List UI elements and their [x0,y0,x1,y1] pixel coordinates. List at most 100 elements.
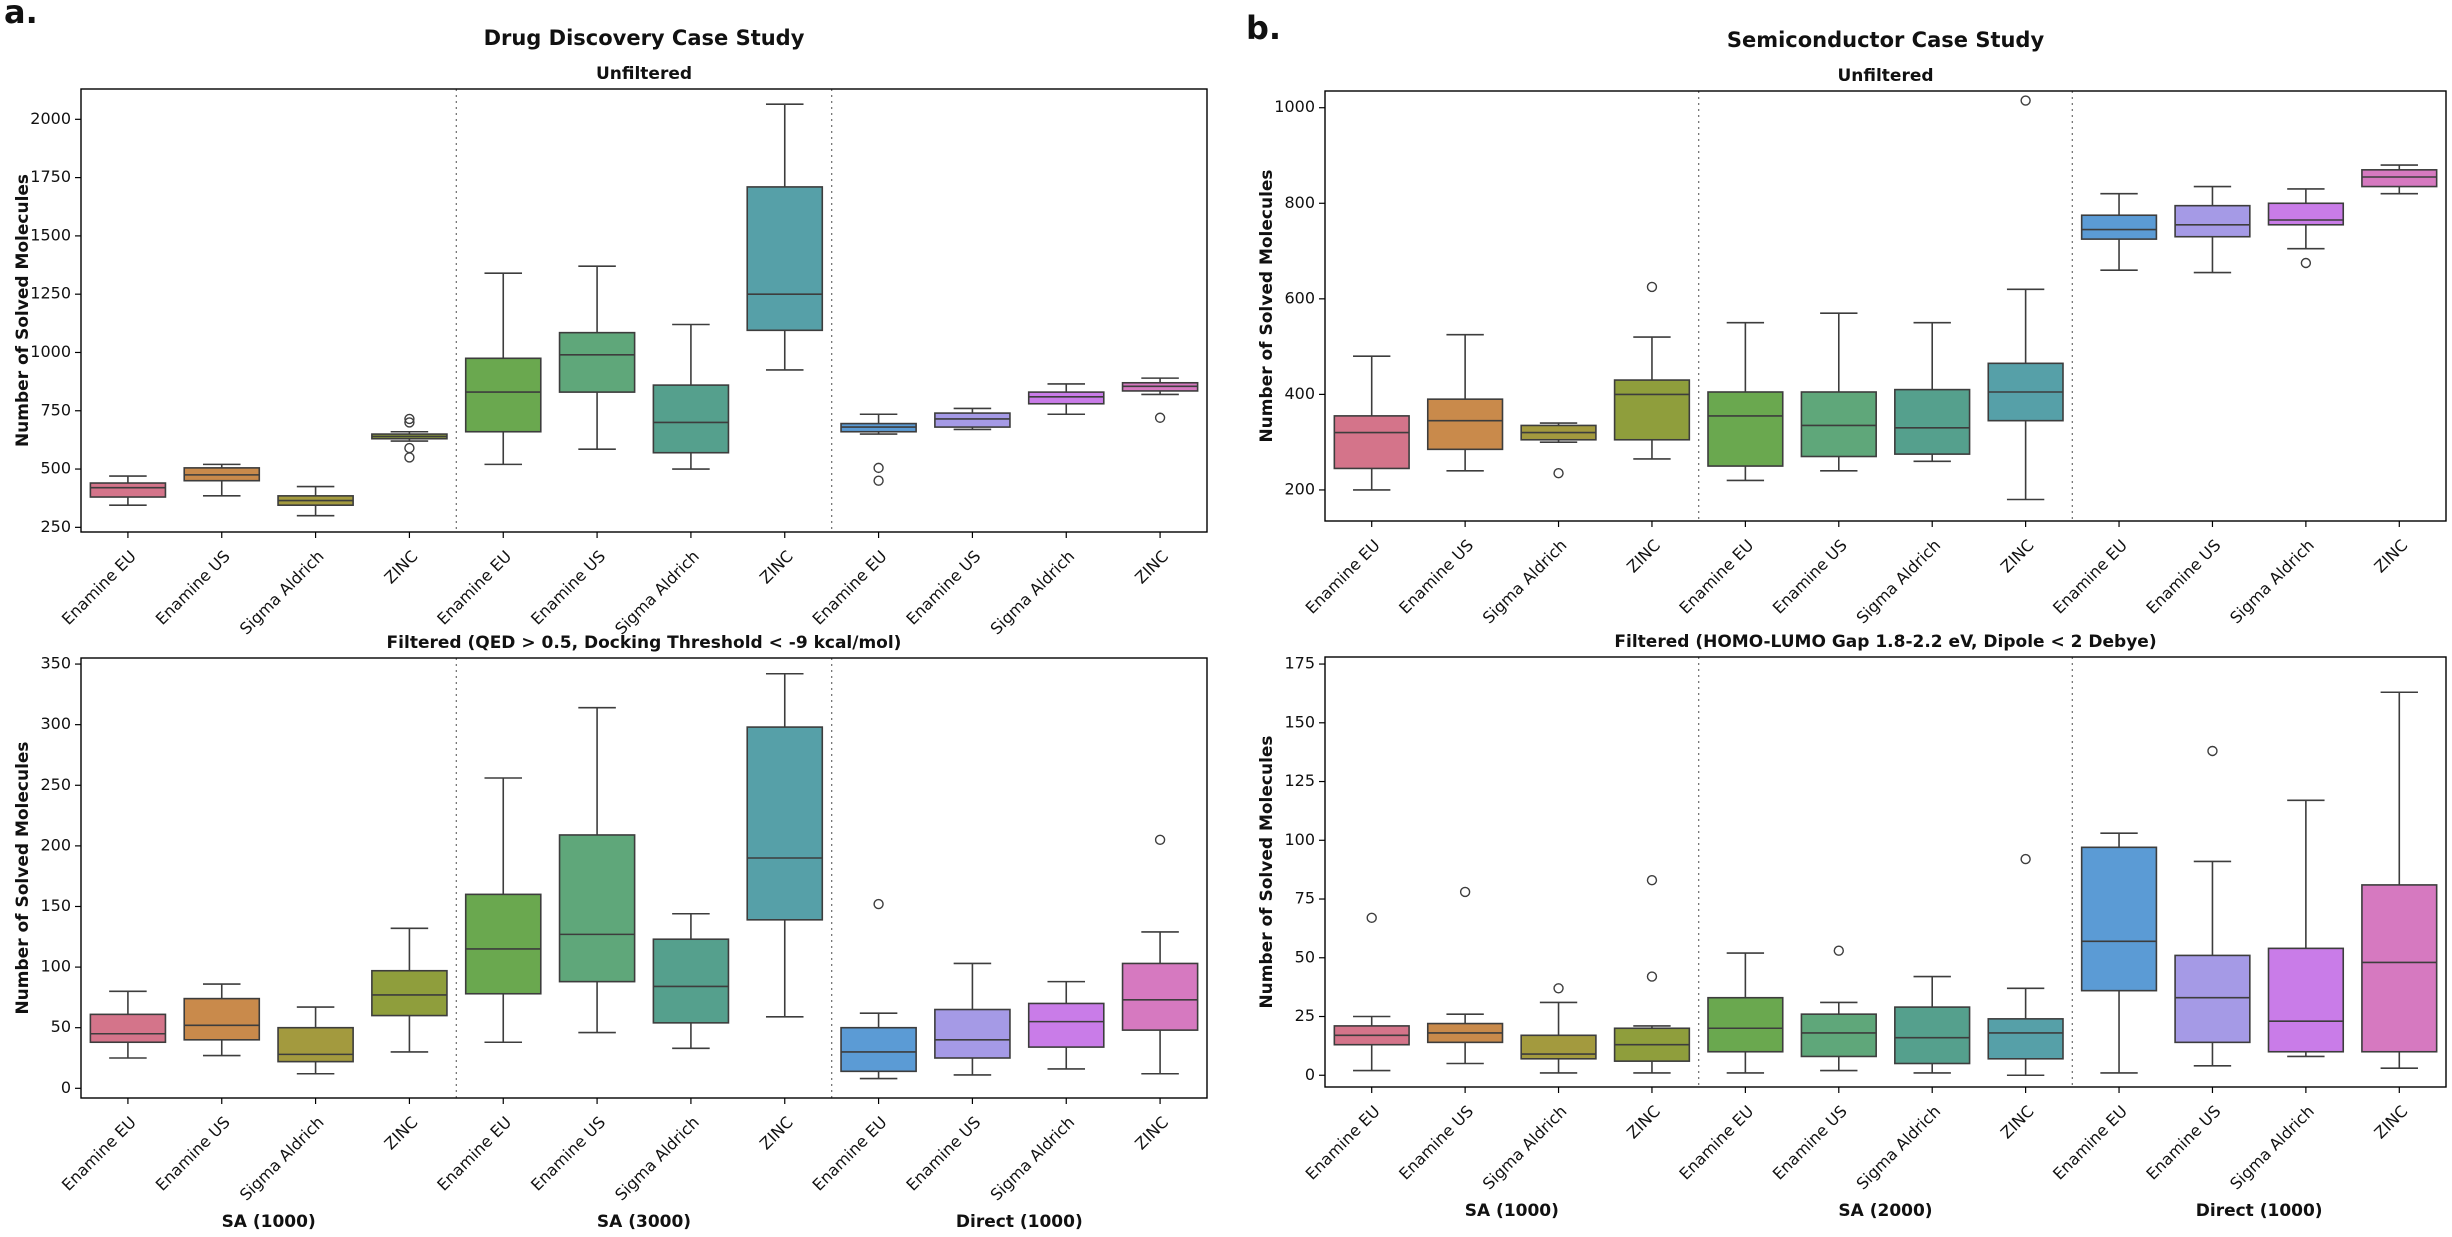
panel-label: a. [4,0,38,31]
box [1121,962,1199,1031]
x-tick-label: Enamine US [1769,536,1851,618]
x-tick-label: ZINC [1131,547,1172,588]
box [746,726,824,921]
y-tick-label: 50 [1295,947,1315,966]
y-tick-label: 0 [61,1078,71,1097]
y-axis-label: Number of Solved Molecules [13,741,33,1014]
outlier [1154,412,1166,423]
box-group [558,265,636,451]
group-label: Direct (1000) [2196,1201,2323,1221]
x-tick-label: ZINC [2370,1102,2411,1143]
box-group [2361,164,2438,195]
x-tick-label: Enamine EU [1302,1102,1384,1184]
y-tick-label: 200 [1284,479,1315,498]
box-group [1333,355,1410,491]
box-group [89,475,167,506]
outlier [873,475,884,486]
box-group [840,898,917,1080]
box-group [934,407,1011,431]
y-tick-label: 150 [1284,712,1315,731]
y-tick-label: 175 [1284,654,1315,673]
box-group [1426,886,1504,1065]
outlier [2300,257,2312,269]
box-group [1894,321,1971,463]
y-tick-label: 50 [51,1017,71,1036]
box [277,1026,354,1063]
x-tick-label: ZINC [2370,536,2411,577]
box-group [1707,952,1784,1074]
box-group [1800,945,1877,1072]
box [1613,379,1691,441]
box-group [371,927,448,1053]
y-axis-label: Number of Solved Molecules [13,174,33,447]
box-group [277,485,354,517]
box [2361,169,2438,188]
box [934,1008,1011,1059]
x-tick-label: ZINC [756,547,797,588]
y-tick-label: 2000 [30,109,71,128]
x-tick-label: Sigma Aldrich [1479,536,1571,628]
x-tick-label: Sigma Aldrich [987,1113,1079,1205]
x-tick-label: Enamine EU [58,1113,140,1195]
x-tick-label: Sigma Aldrich [236,1113,328,1205]
panel-label: b. [1246,9,1281,47]
x-tick-label: Enamine US [2142,536,2224,618]
x-tick-label: ZINC [381,1113,422,1154]
box-group [558,706,636,1034]
box-group [2080,832,2158,1074]
box-group [371,413,448,463]
group-label: Direct (1000) [956,1212,1083,1232]
x-tick-label: Sigma Aldrich [611,1113,703,1205]
x-tick-label: Enamine EU [1675,1102,1757,1184]
y-tick-label: 750 [40,400,71,419]
box [464,357,542,433]
box-group [652,912,730,1050]
outlier [404,417,415,428]
x-tick-label: Enamine EU [809,547,891,629]
y-tick-label: 1500 [30,225,71,244]
y-tick-label: 1000 [30,342,71,361]
x-tick-label: Sigma Aldrich [1852,536,1944,628]
x-tick-label: ZINC [1997,1102,2038,1143]
outlier [404,413,415,425]
box [652,384,730,454]
plot-frame [1324,656,2447,1088]
outlier [404,452,415,463]
y-tick-label: 200 [40,835,71,854]
x-tick-label: ZINC [756,1113,797,1154]
x-tick-label: Enamine US [1395,1102,1477,1184]
box [2267,947,2345,1053]
box-group [1894,975,1971,1074]
x-tick-label: ZINC [381,547,422,588]
box [2080,214,2158,240]
y-tick-label: 300 [40,714,71,733]
x-tick-label: Sigma Aldrich [236,547,328,639]
box [1987,1018,2064,1060]
box-group [2080,192,2158,271]
box [558,834,636,983]
outlier [2020,853,2031,865]
box-group [1613,875,1691,1074]
box-group [1333,912,1410,1072]
box [183,997,261,1041]
plot-frame [80,657,1208,1099]
box-group [1707,321,1784,482]
y-tick-label: 125 [1284,771,1315,790]
box-group [2361,691,2438,1070]
subtitle: Filtered (HOMO-LUMO Gap 1.8-2.2 eV, Dipo… [1614,632,2156,652]
box [1027,391,1105,405]
outlier [1459,886,1471,898]
box [2080,846,2158,992]
box [1426,398,1504,451]
group-label: SA (1000) [1465,1201,1559,1221]
x-tick-label: Enamine US [1769,1102,1851,1184]
subtitle: Unfiltered [596,64,692,84]
box-group [746,672,824,1018]
box-group [2267,799,2345,1058]
outlier [404,442,415,454]
x-tick-label: Sigma Aldrich [611,547,703,639]
box-group [1027,383,1105,416]
box [558,331,636,393]
outlier [1646,971,1658,982]
chart-title: Semiconductor Case Study [1727,28,2045,52]
